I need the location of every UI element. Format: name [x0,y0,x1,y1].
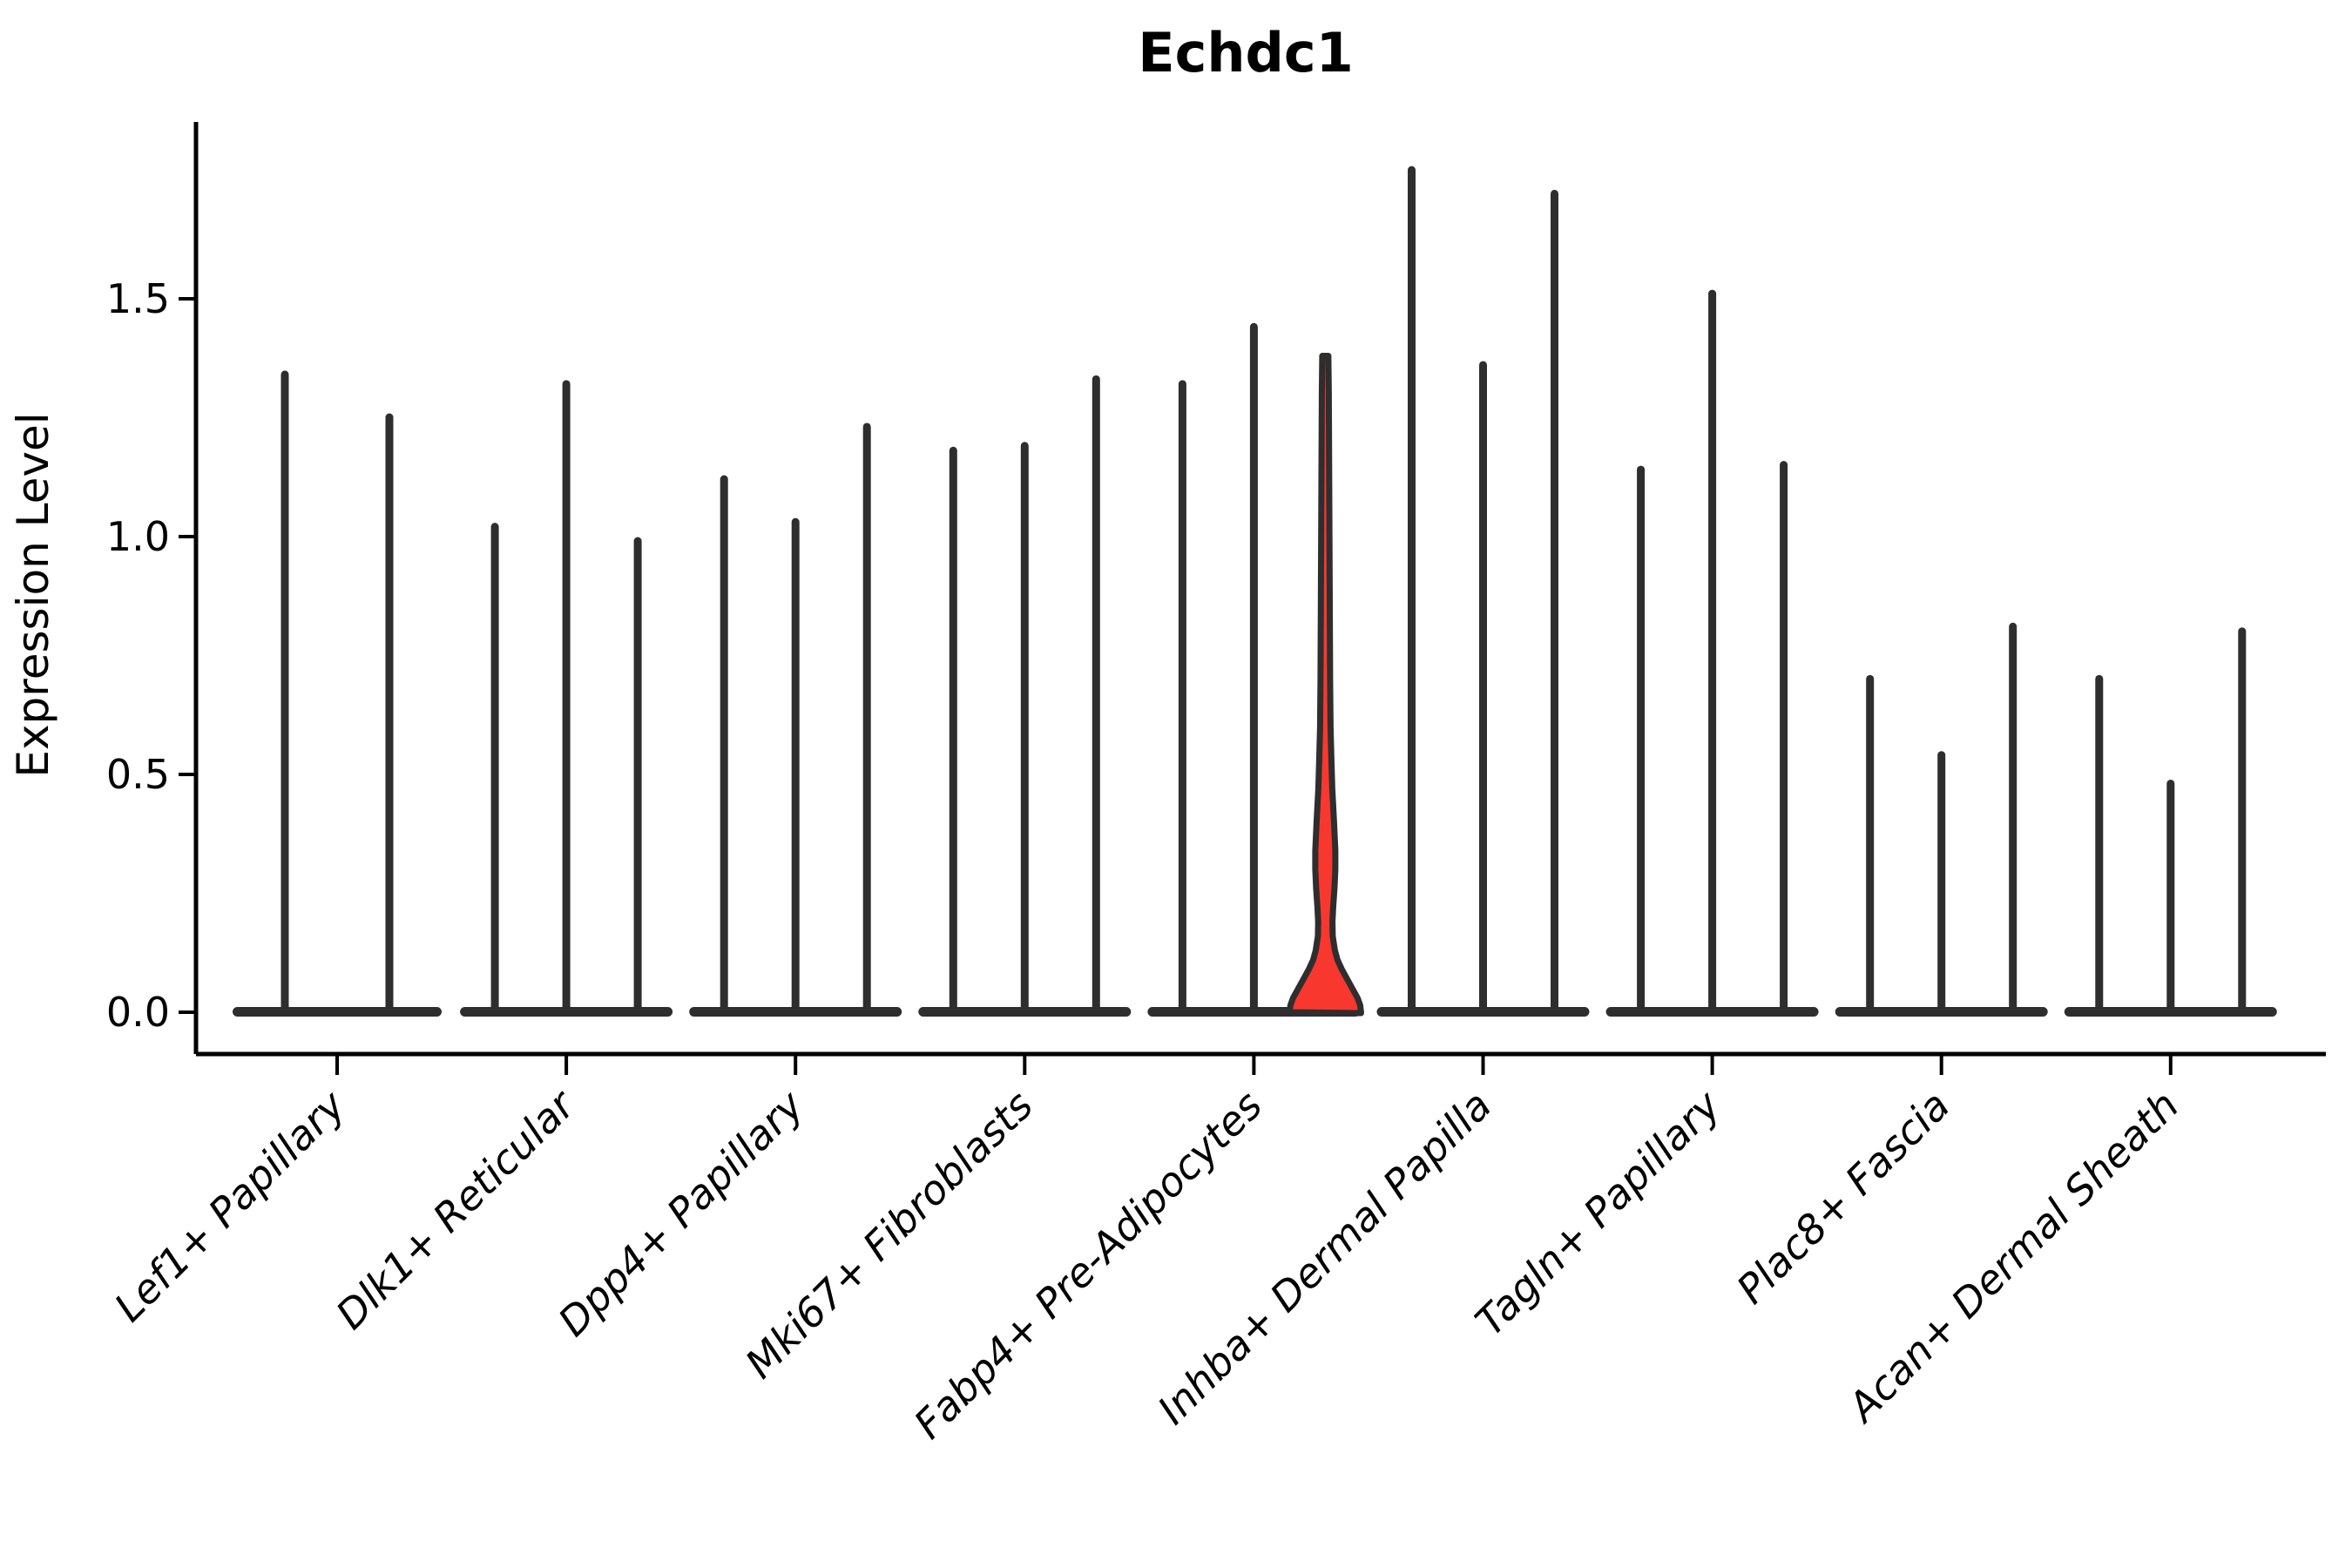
category-baseline [233,1007,442,1017]
y-tick-label: 0.5 [106,751,170,798]
category-label: Plac8+ Fascia [1727,1082,1958,1313]
y-axis-ticks: 0.0 0.5 1.0 1.5 [106,275,196,1036]
category-label: Lef1+ Papillary [105,1081,355,1330]
y-tick-label: 1.0 [106,513,170,560]
chart-title: Echdc1 [1138,21,1354,84]
x-axis-ticks [335,1054,2173,1075]
y-tick-label: 1.5 [106,275,170,322]
violin-highlight [1286,353,1364,1017]
category-label: Tagln+ Papillary [1466,1081,1730,1345]
category-label: Dpp4+ Papillary [549,1081,813,1345]
violin-bodies [280,166,2247,1017]
y-axis-label: Expression Level [8,412,58,777]
category-label: Dlk1+ Reticular [327,1079,585,1338]
y-tick-label: 0.0 [106,989,170,1036]
